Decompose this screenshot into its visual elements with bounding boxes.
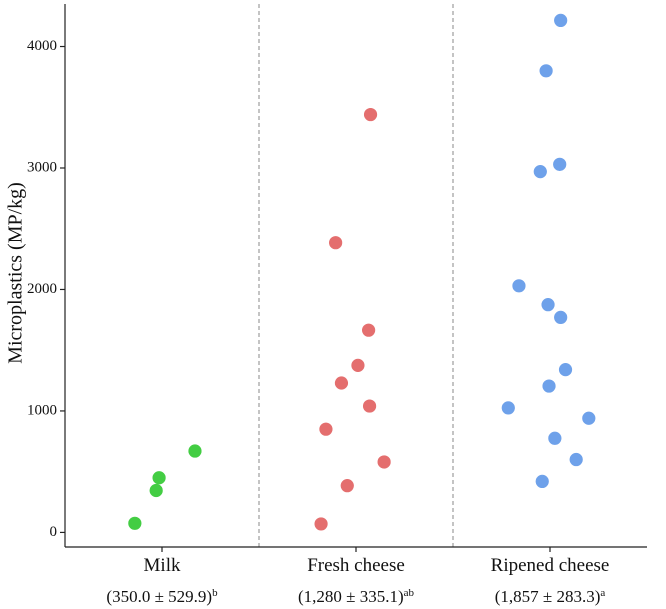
data-point: [188, 444, 202, 458]
category-stat: (350.0 ± 529.9)b: [62, 586, 262, 608]
data-point: [533, 165, 547, 179]
significance-letter: b: [212, 587, 218, 599]
axes: [64, 4, 647, 552]
significance-letter: ab: [403, 587, 415, 599]
data-points: [128, 13, 596, 531]
data-point: [340, 479, 354, 493]
data-point: [128, 516, 142, 530]
category-mean-sd: (1,857 ± 283.3): [494, 587, 601, 606]
data-point: [152, 471, 166, 485]
category-label: Fresh cheese (1,280 ± 335.1)ab: [256, 555, 456, 608]
y-tick-label: 2000: [27, 281, 57, 297]
y-axis-ticks: 0 1000 2000 3000 4000: [27, 38, 65, 540]
data-point: [362, 399, 377, 413]
data-point: [554, 310, 568, 325]
data-point: [351, 358, 365, 372]
data-point: [558, 363, 573, 377]
data-point: [334, 376, 349, 390]
y-tick-label: 4000: [27, 38, 57, 54]
data-point: [149, 483, 163, 498]
data-point: [501, 401, 515, 415]
category-label: Ripened cheese (1,857 ± 283.3)a: [450, 555, 650, 608]
category-stat: (1,280 ± 335.1)ab: [256, 586, 456, 608]
data-point: [377, 455, 391, 469]
category-name: Milk: [143, 555, 181, 576]
data-point: [512, 279, 526, 293]
data-point: [582, 411, 596, 425]
data-point: [554, 13, 568, 27]
y-tick-label: 1000: [27, 402, 57, 418]
data-point: [329, 236, 343, 250]
data-point: [548, 431, 562, 445]
data-point: [542, 379, 556, 393]
data-point: [535, 474, 549, 489]
data-point: [314, 517, 328, 531]
category-mean-sd: (1,280 ± 335.1): [297, 587, 404, 606]
y-tick-label: 3000: [27, 159, 57, 175]
data-point: [541, 298, 555, 312]
y-tick-label: 0: [50, 524, 58, 540]
data-point: [553, 157, 567, 171]
category-name: Ripened cheese: [490, 555, 610, 576]
data-point: [539, 64, 553, 78]
data-point: [319, 422, 333, 436]
y-axis-title: Microplastics (MP/kg): [5, 182, 27, 364]
data-point: [569, 452, 583, 467]
category-name: Fresh cheese: [307, 555, 405, 576]
category-label: Milk (350.0 ± 529.9)b: [62, 555, 262, 608]
data-point: [363, 107, 378, 122]
category-mean-sd: (350.0 ± 529.9): [106, 587, 213, 606]
category-separators: [258, 4, 454, 547]
data-point: [362, 323, 376, 337]
category-stat: (1,857 ± 283.3)a: [450, 586, 650, 608]
significance-letter: a: [600, 587, 606, 599]
